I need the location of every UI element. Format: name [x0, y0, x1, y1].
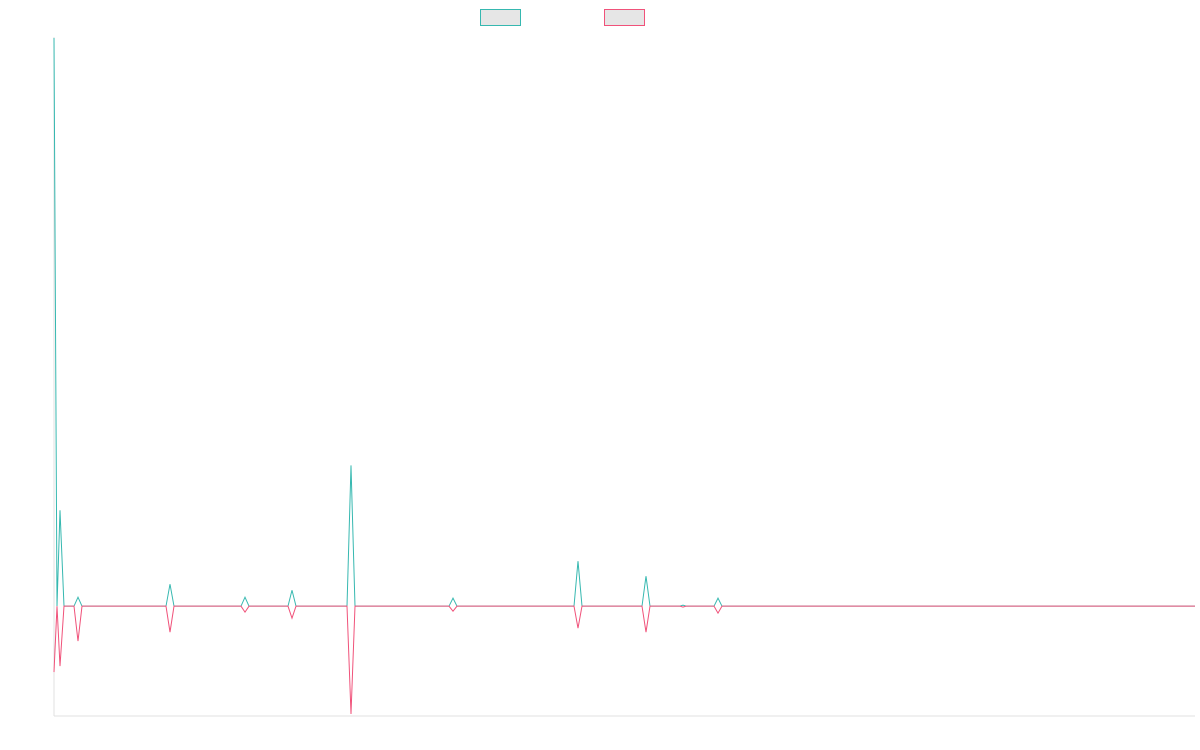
series-line: [53, 37, 1195, 607]
legend-swatch: [480, 9, 521, 26]
legend-swatch: [604, 9, 645, 26]
series-line: [53, 605, 1195, 715]
